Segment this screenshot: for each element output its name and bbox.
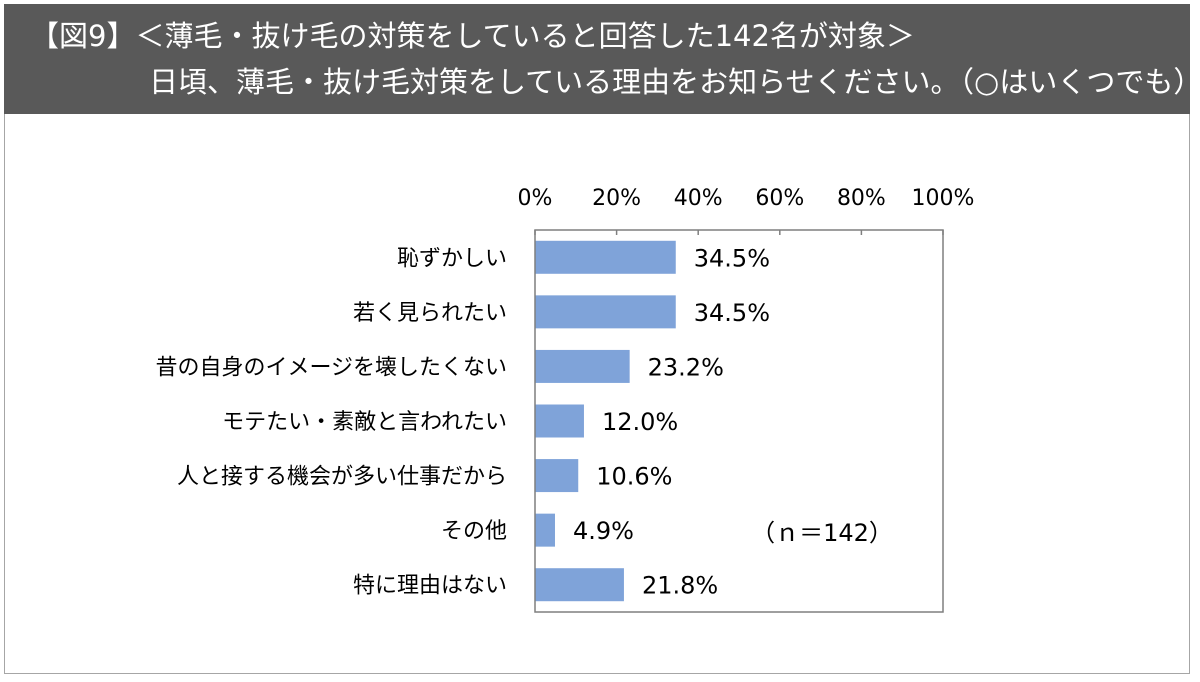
data-label: 34.5% bbox=[694, 244, 770, 272]
bar bbox=[535, 295, 676, 329]
x-tick-label: 60% bbox=[755, 186, 804, 211]
category-label: 若く見られたい bbox=[353, 301, 507, 326]
x-axis: 0% 20% 40% 60% 80% 100% bbox=[518, 186, 975, 235]
bars: 恥ずかしい 34.5% 若く見られたい 34.5% 昔の自身のイメージを壊したくない 23… bbox=[155, 240, 770, 602]
x-tick-label: 100% bbox=[912, 186, 975, 211]
chart-frame bbox=[4, 4, 1190, 674]
x-tick-label: 20% bbox=[592, 186, 641, 211]
chart-header: 【図9】＜薄毛・抜け毛の対策をしていると回答した142名が対象＞ 日頃、薄毛・抜… bbox=[4, 4, 1200, 114]
data-label: 21.8% bbox=[642, 572, 718, 600]
bar bbox=[535, 349, 630, 383]
category-label: モテたい・素敵と言われたい bbox=[222, 410, 507, 435]
data-label: 4.9% bbox=[573, 517, 634, 545]
x-tick-label: 0% bbox=[518, 186, 553, 211]
data-label: 23.2% bbox=[648, 353, 724, 381]
header-title-line2: 日頃、薄毛・抜け毛対策をしている理由をお知らせください。（○はいくつでも） bbox=[149, 65, 1200, 99]
bar bbox=[535, 459, 579, 493]
header-title-line1: 【図9】＜薄毛・抜け毛の対策をしていると回答した142名が対象＞ bbox=[30, 19, 915, 53]
plot-area-border bbox=[534, 229, 944, 613]
x-tick-label: 80% bbox=[837, 186, 886, 211]
category-label: 昔の自身のイメージを壊したくない bbox=[155, 355, 507, 380]
category-label: 特に理由はない bbox=[353, 574, 507, 599]
bar bbox=[535, 568, 624, 602]
x-tick-label: 40% bbox=[674, 186, 723, 211]
data-label: 34.5% bbox=[694, 299, 770, 327]
category-label: 恥ずかしい bbox=[397, 246, 507, 271]
bar bbox=[535, 513, 555, 547]
bar bbox=[535, 240, 676, 274]
data-label: 10.6% bbox=[596, 463, 672, 491]
data-label: 12.0% bbox=[602, 408, 678, 436]
category-label: 人と接する機会が多い仕事だから bbox=[177, 465, 507, 490]
bar bbox=[535, 404, 584, 438]
sample-size-annotation: （ｎ＝142） bbox=[751, 519, 893, 547]
category-label: その他 bbox=[441, 519, 507, 544]
